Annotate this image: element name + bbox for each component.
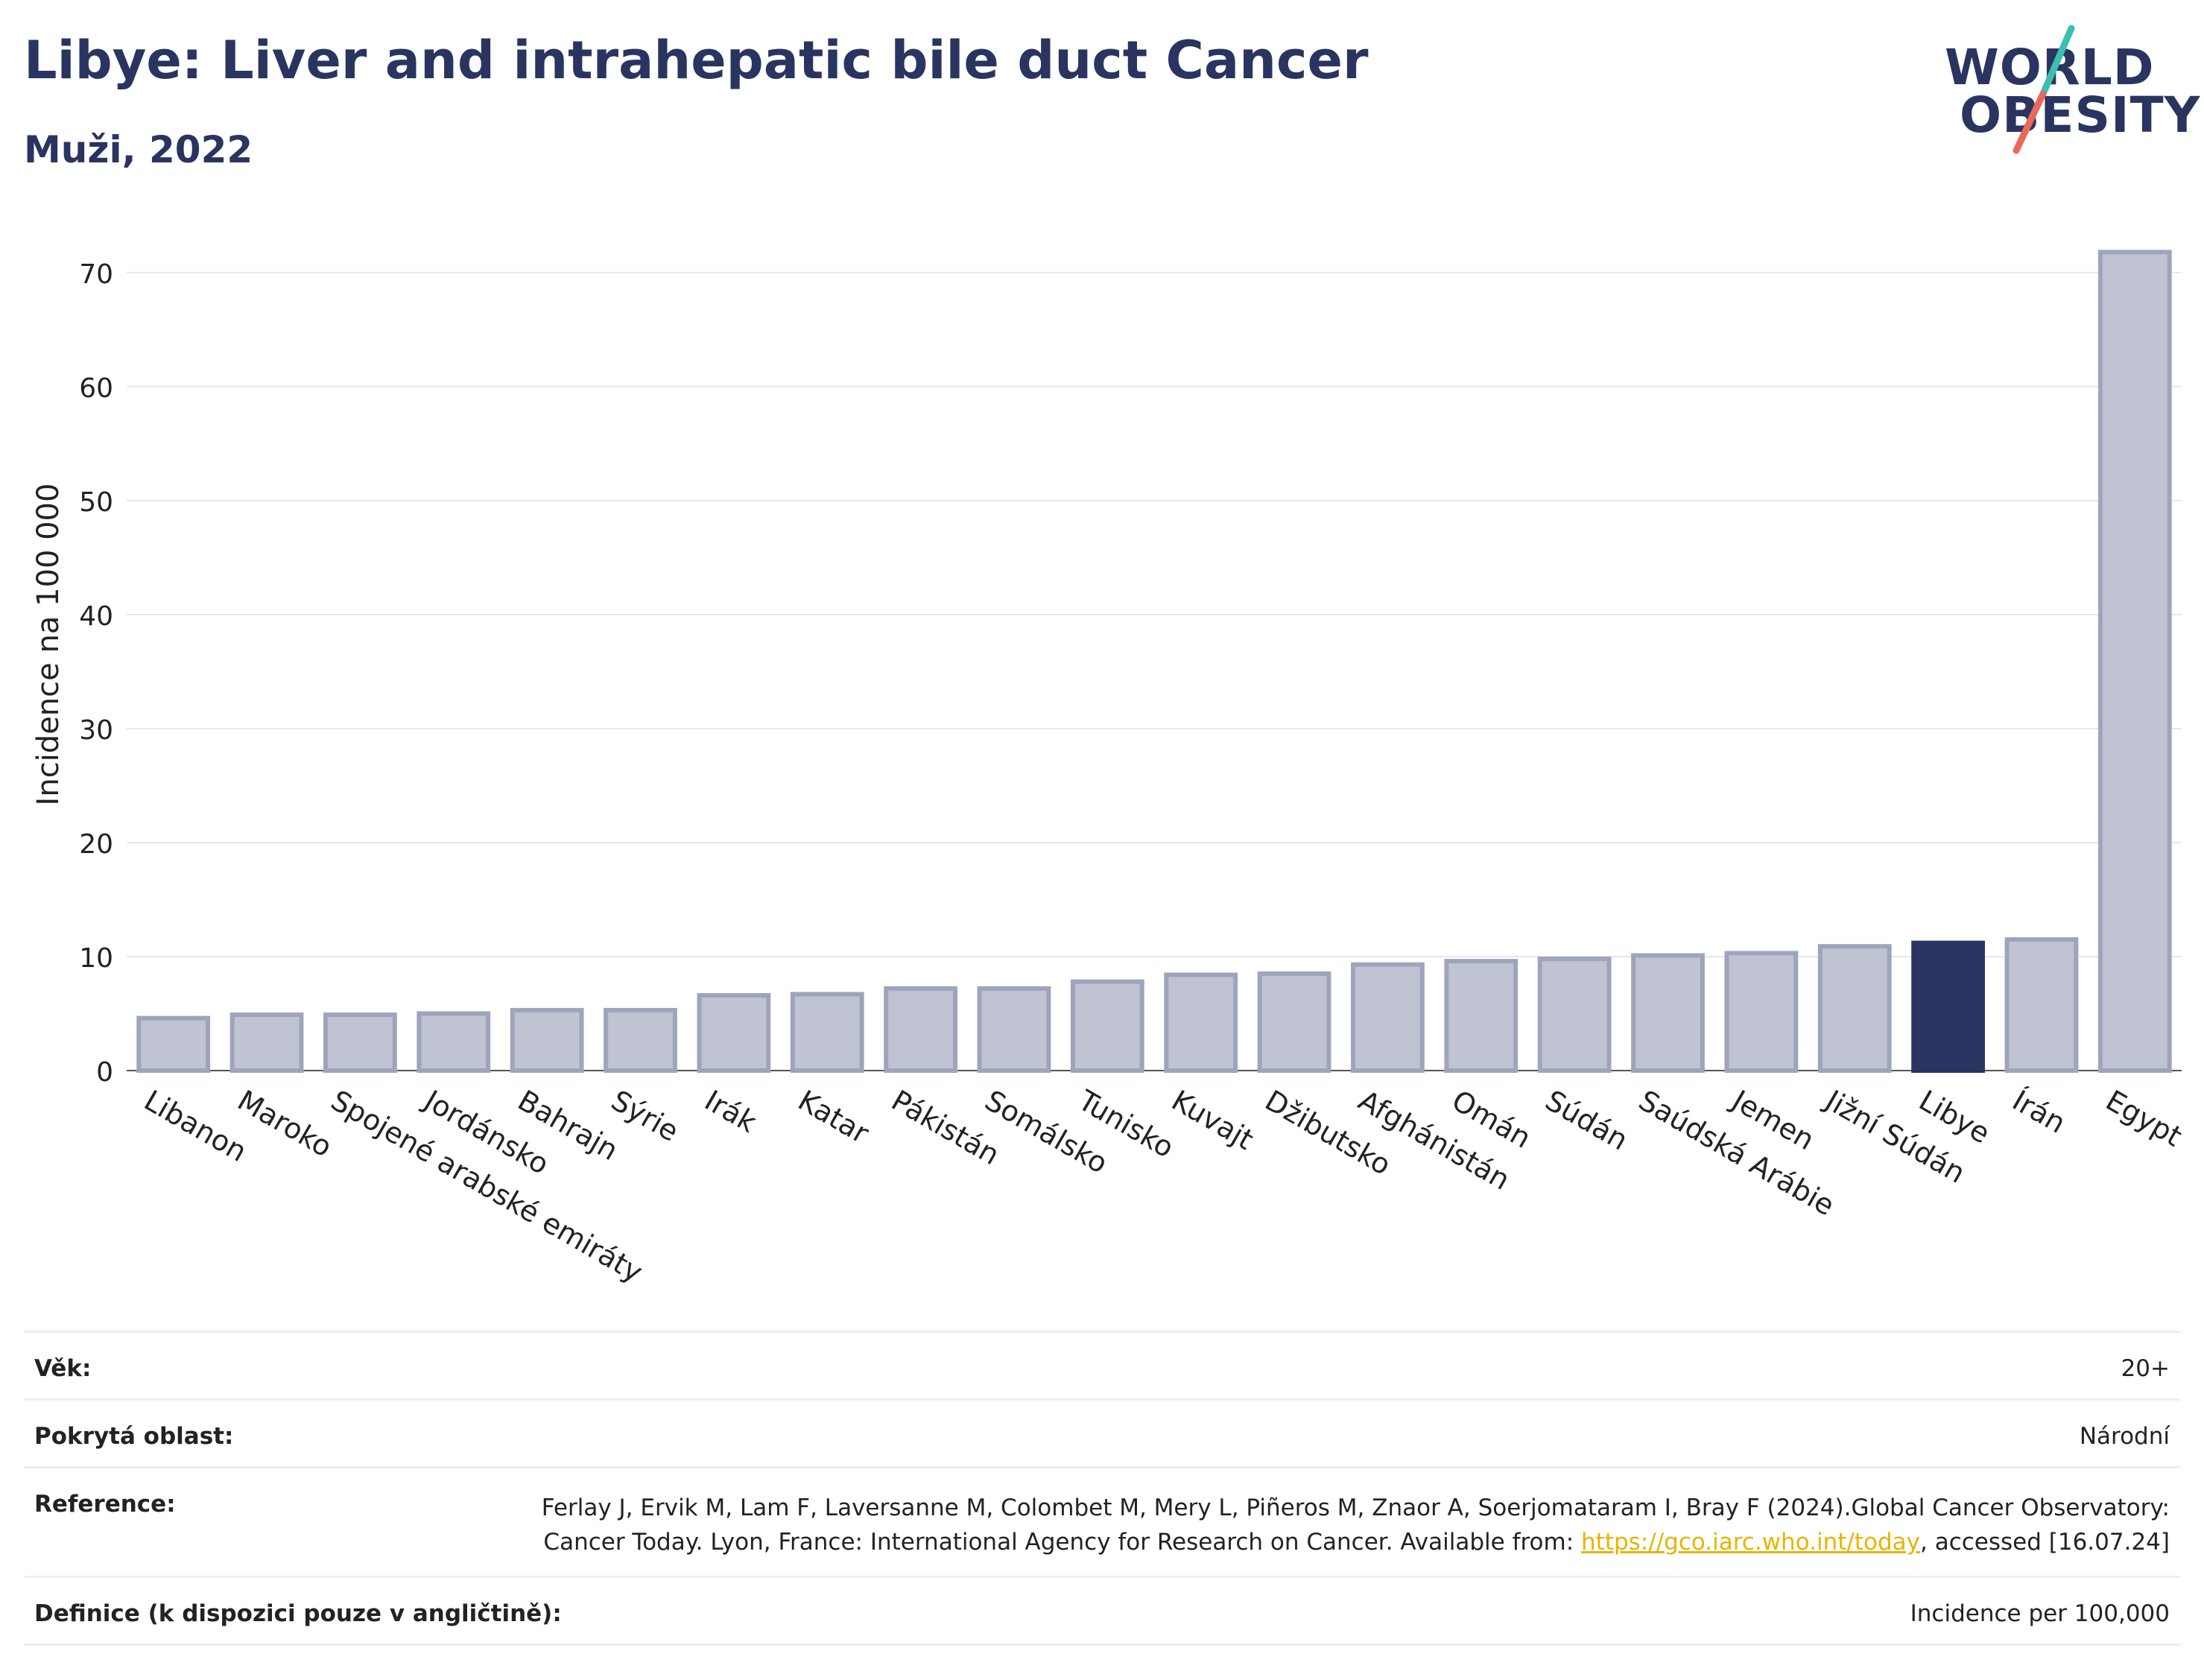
reference-link[interactable]: https://gco.iarc.who.int/today xyxy=(1581,1529,1920,1556)
info-row-definition: Definice (k dispozici pouze v angličtině… xyxy=(24,1576,2180,1646)
x-tick-label: Súdán xyxy=(1540,1084,1634,1157)
info-row-coverage: Pokrytá oblast: Národní xyxy=(24,1398,2180,1466)
bar[interactable] xyxy=(417,1011,491,1074)
definition-value: Incidence per 100,000 xyxy=(1910,1600,2170,1627)
bar[interactable] xyxy=(1070,979,1144,1073)
x-tick-label: Egypt xyxy=(2100,1084,2188,1153)
bar[interactable] xyxy=(229,1012,304,1074)
bar[interactable] xyxy=(136,1015,211,1073)
gridlines xyxy=(127,271,2182,1071)
info-row-age: Věk: 20+ xyxy=(24,1331,2180,1398)
logo-slash-icon xyxy=(2013,25,2075,154)
bar[interactable] xyxy=(884,986,957,1073)
world-obesity-logo: WORLD OBESITY xyxy=(1945,22,2200,156)
y-axis-label: Incidence na 100 000 xyxy=(31,484,66,806)
reference-accessed: , accessed [16.07.24] xyxy=(1919,1529,2170,1556)
coverage-value: Národní xyxy=(2079,1423,2170,1450)
coverage-label: Pokrytá oblast: xyxy=(34,1423,234,1450)
y-tick-label: 60 xyxy=(79,373,113,404)
bar[interactable] xyxy=(1631,953,1705,1074)
y-axis-ticks: 0 10 20 30 40 50 60 70 xyxy=(79,259,113,1088)
definition-label: Definice (k dispozici pouze v angličtině… xyxy=(34,1600,562,1627)
bar[interactable] xyxy=(323,1012,397,1074)
bar[interactable] xyxy=(1444,959,1519,1074)
reference-text: Ferlay J, Ervik M, Lam F, Laversanne M, … xyxy=(541,1494,2170,1556)
bar[interactable] xyxy=(1257,971,1331,1073)
chart-subtitle: Muži, 2022 xyxy=(24,128,253,171)
y-tick-label: 0 xyxy=(96,1057,113,1088)
x-tick-label: Maroko xyxy=(232,1084,338,1164)
x-tick-label: Pákistán xyxy=(886,1084,1005,1172)
bar[interactable] xyxy=(977,986,1051,1073)
y-tick-label: 10 xyxy=(79,943,113,974)
y-tick-label: 30 xyxy=(79,715,113,746)
bar[interactable] xyxy=(2097,250,2172,1073)
reference-label: Reference: xyxy=(34,1491,176,1518)
bar[interactable] xyxy=(1724,951,1799,1073)
bar[interactable] xyxy=(1164,972,1238,1074)
y-tick-label: 40 xyxy=(79,601,113,632)
reference-value: Ferlay J, Ervik M, Lam F, Laversanne M, … xyxy=(456,1491,2170,1559)
bar[interactable] xyxy=(1911,940,1985,1073)
bar[interactable] xyxy=(510,1007,584,1073)
info-row-reference: Reference: Ferlay J, Ervik M, Lam F, Lav… xyxy=(24,1466,2180,1576)
x-tick-label: Írán xyxy=(2007,1084,2071,1140)
y-tick-label: 70 xyxy=(79,259,113,290)
bar[interactable] xyxy=(1351,962,1425,1073)
y-tick-label: 20 xyxy=(79,829,113,860)
bar[interactable] xyxy=(604,1007,677,1073)
bar[interactable] xyxy=(790,992,864,1074)
x-tick-label: Kuvajt xyxy=(1166,1084,1258,1156)
bar[interactable] xyxy=(1817,944,1892,1074)
y-tick-label: 50 xyxy=(79,487,113,518)
info-table: Věk: 20+ Pokrytá oblast: Národní Referen… xyxy=(24,1331,2180,1646)
logo-line2: OBESITY xyxy=(1960,86,2201,144)
bar[interactable] xyxy=(2004,937,2079,1073)
age-label: Věk: xyxy=(34,1355,92,1382)
chart-title: Libye: Liver and intrahepatic bile duct … xyxy=(24,30,1369,91)
x-tick-label: Libanon xyxy=(139,1084,252,1168)
x-tick-label: Katar xyxy=(793,1084,875,1150)
x-tick-label: Irák xyxy=(699,1084,761,1139)
bar[interactable] xyxy=(697,993,771,1074)
bar[interactable] xyxy=(1537,957,1612,1073)
bars xyxy=(136,250,2172,1074)
age-value: 20+ xyxy=(2121,1355,2170,1382)
